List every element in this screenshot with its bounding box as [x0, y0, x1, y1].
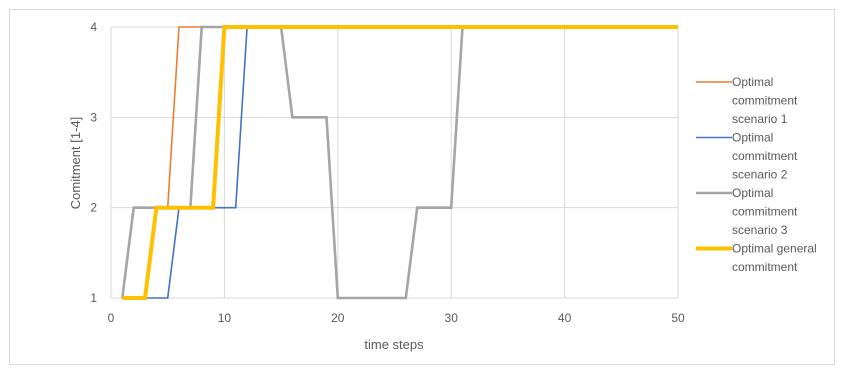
legend-label-3: commitment: [732, 205, 798, 219]
series-line-1: [122, 26, 678, 299]
series-line-3: [121, 25, 678, 300]
x-tick-label: 30: [445, 311, 459, 325]
legend-label-4: commitment: [732, 260, 798, 274]
y-tick-label: 1: [90, 291, 97, 305]
y-tick-label: 4: [90, 20, 97, 34]
x-tick-label: 40: [558, 311, 572, 325]
series-line-2: [122, 26, 678, 299]
legend-label-3: scenario 3: [732, 223, 788, 237]
tick-labels: 0 10 20 30 40 50 1 2 3 4: [90, 20, 685, 325]
x-tick-label: 0: [108, 311, 115, 325]
y-axis-title: Comitment [1-4]: [68, 117, 83, 209]
legend-label-1: commitment: [732, 94, 798, 108]
y-tick-label: 3: [90, 110, 97, 124]
x-axis-title: time steps: [364, 337, 424, 352]
legend-label-2: scenario 2: [732, 168, 788, 182]
x-tick-label: 20: [331, 311, 345, 325]
x-tick-label: 10: [218, 311, 232, 325]
x-tick-label: 50: [671, 311, 685, 325]
chart-frame: [9, 9, 835, 365]
gridlines: [110, 26, 679, 299]
legend-label-2: Optimal: [732, 131, 773, 145]
legend: Optimal commitment scenario 1 Optimal commit…: [696, 75, 817, 274]
legend-label-2: commitment: [732, 149, 798, 163]
legend-label-1: scenario 1: [732, 112, 788, 126]
legend-label-1: Optimal: [732, 75, 773, 89]
legend-label-4: Optimal general: [732, 242, 817, 256]
y-tick-label: 2: [90, 201, 97, 215]
series-layer: [121, 25, 678, 300]
legend-label-3: Optimal: [732, 186, 773, 200]
series-line-4: [122, 25, 678, 300]
